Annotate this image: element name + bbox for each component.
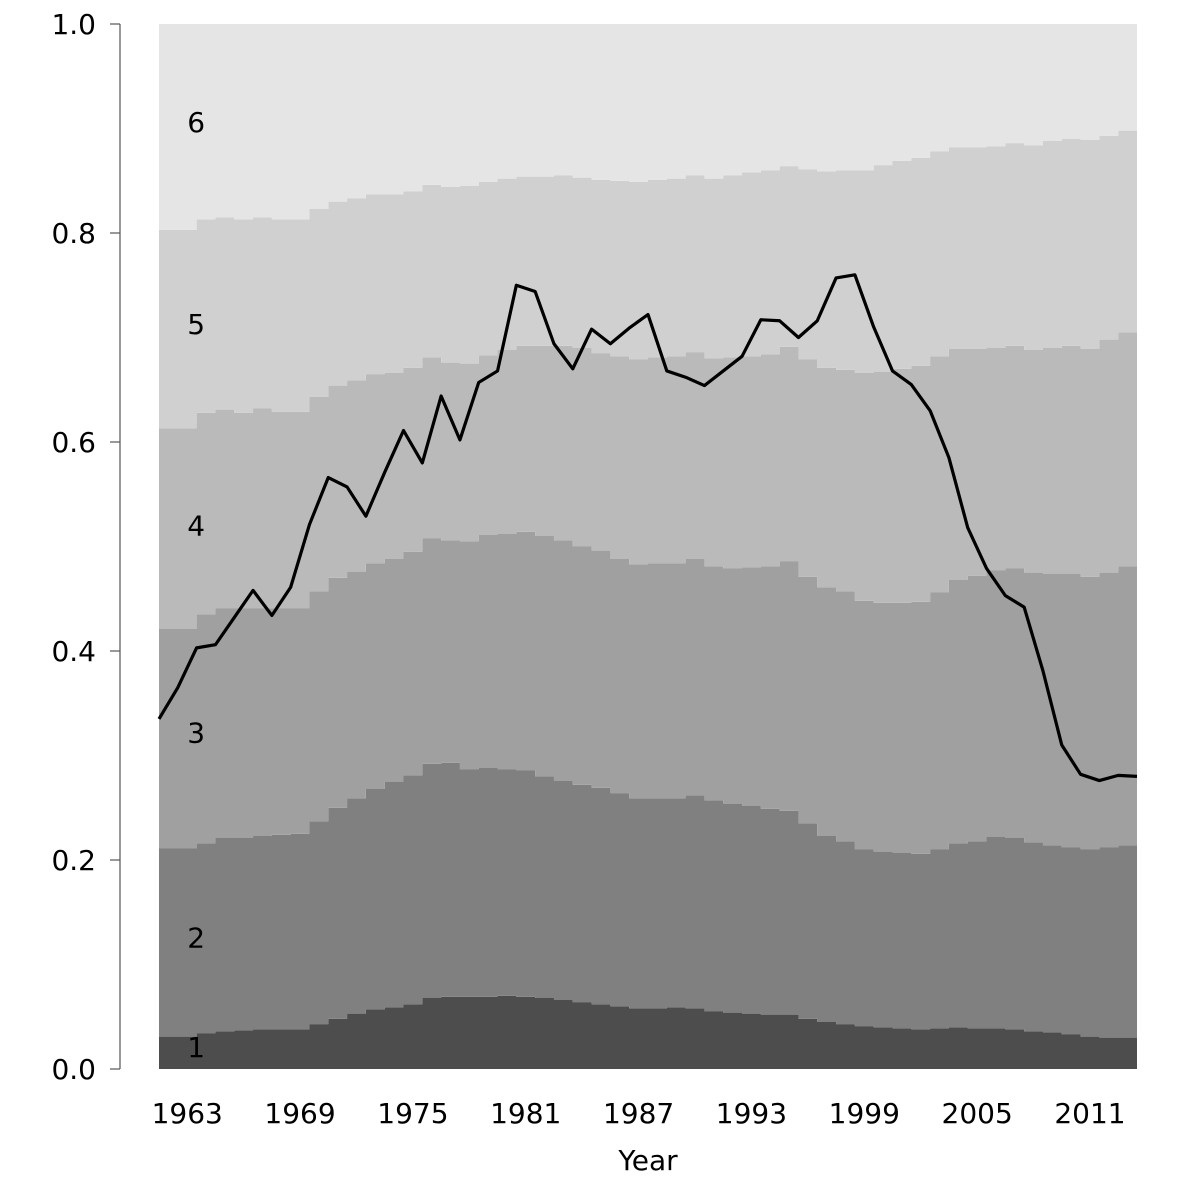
x-tick-label: 1999 [829,1097,900,1130]
band-label-4: 4 [187,510,205,543]
band-label-1: 1 [187,1031,205,1064]
line-series [157,273,1138,783]
band-label-3: 3 [187,717,205,750]
x-tick-label: 1969 [264,1097,335,1130]
y-axis: 0.0 0.2 0.4 0.6 0.8 1.0 [51,8,121,1086]
x-tick-label: 1981 [490,1097,561,1130]
band-labels: 1 2 3 4 5 6 [187,106,205,1064]
y-tick-label: 0.8 [51,217,96,250]
x-tick-label: 2005 [942,1097,1013,1130]
y-tick-label: 0.0 [51,1053,96,1086]
band-1 [159,995,1137,1069]
y-tick-label: 0.2 [51,844,96,877]
band-label-6: 6 [187,106,205,139]
band-3 [159,531,1137,854]
band-6 [159,24,1137,230]
line-path [157,273,1138,783]
y-tick-label: 0.4 [51,635,96,668]
x-axis: 1963 1969 1975 1981 1987 1993 1999 2005 2011 [152,1097,1126,1130]
x-tick-label: 1993 [716,1097,787,1130]
band-label-2: 2 [187,921,205,954]
band-5 [159,126,1137,429]
x-tick-label: 2011 [1054,1097,1125,1130]
y-tick-label: 0.6 [51,426,96,459]
y-tick-label: 1.0 [51,8,96,41]
band-4 [159,323,1137,630]
band-2 [159,762,1137,1038]
stacked-bands [159,24,1137,1069]
x-tick-label: 1975 [377,1097,448,1130]
band-label-5: 5 [187,308,205,341]
x-tick-label: 1987 [603,1097,674,1130]
x-axis-title: Year [617,1144,678,1177]
x-tick-label: 1963 [152,1097,223,1130]
